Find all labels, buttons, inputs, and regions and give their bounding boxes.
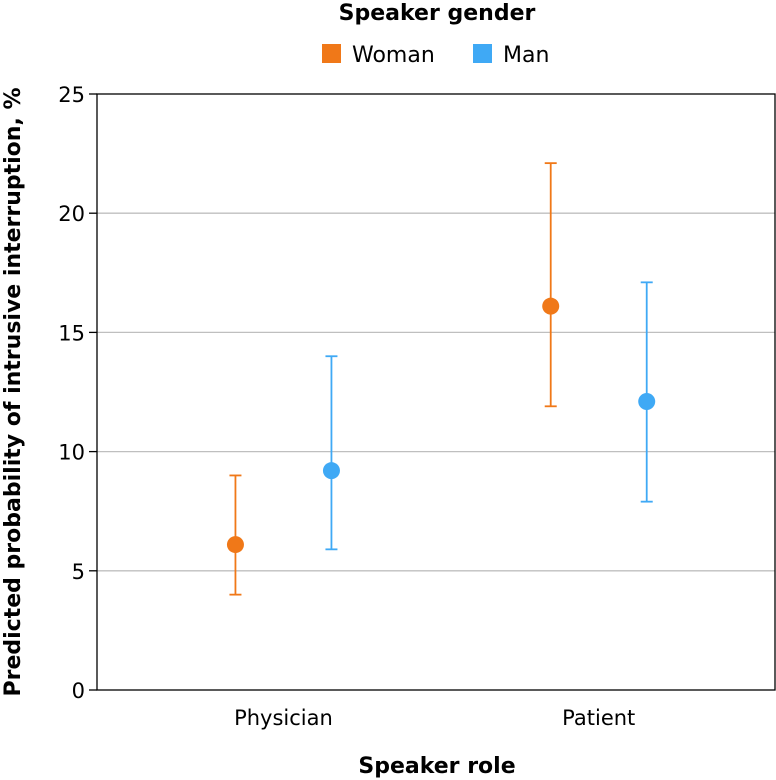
legend-title: Speaker gender (339, 1, 536, 26)
point-woman-physician (226, 536, 244, 554)
plot-frame (96, 93, 776, 691)
point-man-physician (322, 462, 340, 480)
y-tick-label-20: 20 (58, 202, 85, 226)
legend-swatch-woman (322, 44, 341, 63)
x-axis: Physician Patient (234, 706, 635, 730)
y-axis: 0 5 10 15 20 25 (58, 83, 97, 703)
point-man-patient (638, 393, 656, 411)
legend-label-man: Man (503, 43, 549, 68)
legend-label-woman: Woman (352, 43, 435, 68)
y-tick-label-5: 5 (72, 560, 85, 584)
legend-swatch-man (473, 44, 492, 63)
x-axis-title: Speaker role (358, 754, 515, 779)
legend: Woman Man (322, 43, 549, 68)
grid (97, 212, 775, 572)
y-tick-label-25: 25 (58, 83, 85, 107)
data-marks (226, 162, 656, 596)
y-axis-title: Predicted probability of intrusive inter… (1, 87, 26, 696)
x-tick-label-patient: Patient (562, 706, 635, 730)
y-tick-label-10: 10 (58, 441, 85, 465)
series-man (322, 281, 656, 551)
y-tick-label-15: 15 (58, 321, 85, 345)
series-woman (226, 162, 560, 596)
point-woman-patient (542, 297, 560, 315)
x-tick-label-physician: Physician (234, 706, 333, 730)
y-tick-label-0: 0 (72, 679, 85, 703)
